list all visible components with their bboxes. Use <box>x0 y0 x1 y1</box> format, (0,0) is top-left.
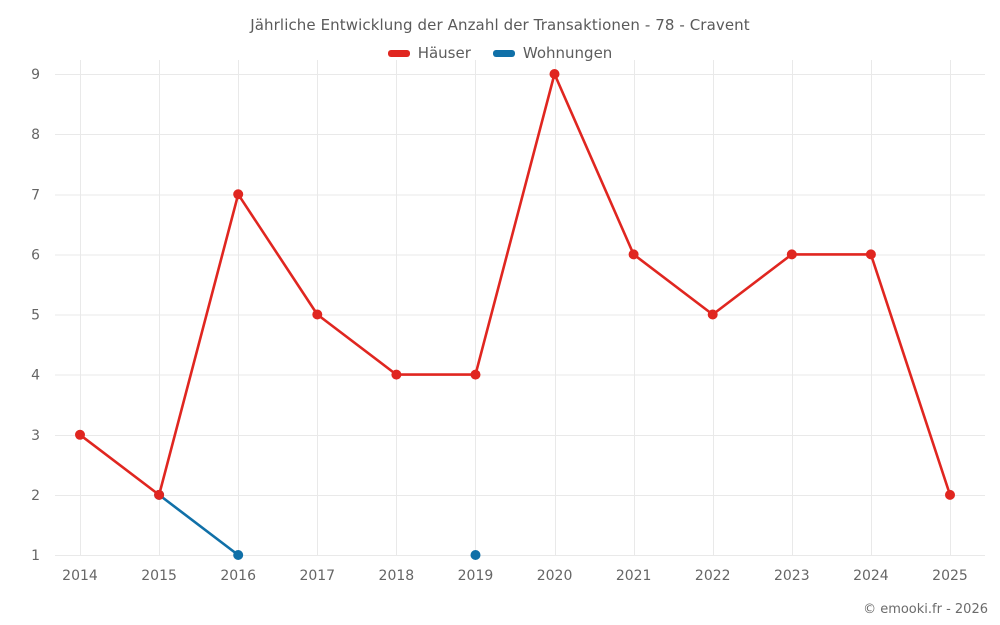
x-axis-tick-label: 2021 <box>616 568 652 584</box>
legend-label-wohnungen: Wohnungen <box>522 44 613 62</box>
x-axis-tick-label: 2016 <box>220 568 256 584</box>
y-axis-tick-labels: 1 2 3 4 5 6 7 8 9 <box>31 67 40 564</box>
legend-item-hauser[interactable]: Häuser <box>387 44 471 62</box>
series-hauser <box>75 69 955 500</box>
data-point-marker[interactable] <box>75 429 85 440</box>
data-point-marker[interactable] <box>628 249 639 260</box>
legend-swatch-wohnungen <box>492 49 515 57</box>
x-axis-tick-label: 2022 <box>695 568 731 584</box>
x-axis-tick-label: 2017 <box>299 568 335 584</box>
x-axis-tick-label: 2019 <box>458 568 494 584</box>
data-point-marker[interactable] <box>154 489 165 500</box>
chart-title: Jährliche Entwicklung der Anzahl der Tra… <box>250 16 750 34</box>
data-point-marker[interactable] <box>312 309 323 320</box>
y-axis-tick-label: 3 <box>31 428 40 444</box>
legend-swatch-hauser <box>387 49 410 57</box>
data-point-marker[interactable] <box>549 69 560 79</box>
x-axis-tick-label: 2014 <box>62 568 98 584</box>
x-axis-tick-label: 2015 <box>141 568 177 584</box>
y-axis-tick-label: 5 <box>31 308 40 324</box>
data-point-marker[interactable] <box>945 489 955 500</box>
x-axis-tick-labels: 2014 2015 2016 2017 2018 2019 2020 2021 2022 2023… <box>62 568 968 584</box>
series-line <box>78 72 952 497</box>
legend-label-hauser: Häuser <box>417 44 471 62</box>
series-line <box>157 493 240 557</box>
y-axis-tick-label: 4 <box>31 368 40 384</box>
x-axis-tick-label: 2024 <box>853 568 889 584</box>
data-series-layer <box>75 69 955 560</box>
chart-legend: Häuser Wohnungen <box>0 44 1000 62</box>
data-point-marker[interactable] <box>865 249 876 260</box>
x-axis-tick-label: 2018 <box>379 568 415 584</box>
x-axis-tick-label: 2023 <box>774 568 810 584</box>
data-point-marker[interactable] <box>391 369 402 380</box>
data-point-marker[interactable] <box>470 369 481 380</box>
y-axis-tick-label: 6 <box>31 247 40 263</box>
y-axis-tick-label: 1 <box>31 548 40 564</box>
data-point-marker[interactable] <box>707 309 718 320</box>
data-point-marker[interactable] <box>233 189 244 200</box>
footer-credit: © emooki.fr - 2026 <box>863 602 988 617</box>
y-axis-tick-label: 8 <box>31 127 40 143</box>
legend-item-wohnungen[interactable]: Wohnungen <box>492 44 613 62</box>
y-axis-tick-label: 2 <box>31 488 40 504</box>
data-point-marker[interactable] <box>786 249 797 260</box>
gridlines <box>55 60 985 556</box>
y-axis-tick-label: 9 <box>31 67 40 83</box>
data-point-marker[interactable] <box>470 550 481 560</box>
data-point-marker[interactable] <box>233 550 244 560</box>
x-axis-tick-label: 2020 <box>537 568 573 584</box>
x-axis-tick-label: 2025 <box>932 568 968 584</box>
y-axis-tick-label: 7 <box>31 187 40 203</box>
